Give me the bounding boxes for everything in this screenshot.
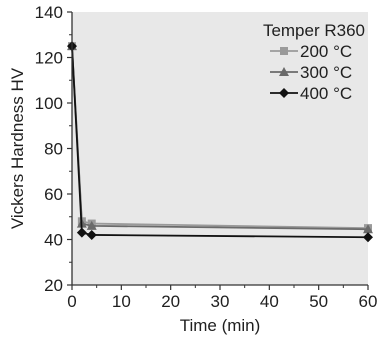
- x-tick-label: 0: [67, 292, 76, 311]
- data-point: [363, 224, 373, 234]
- data-point: [86, 229, 97, 240]
- x-tick-label: 40: [260, 292, 279, 311]
- y-tick-label: 20: [44, 276, 63, 295]
- x-tick-label: 10: [112, 292, 131, 311]
- series-3: [67, 41, 373, 243]
- y-axis-label: Vickers Hardness HV: [8, 67, 27, 229]
- legend-label: 200 °C: [300, 42, 352, 61]
- y-tick-label: 120: [35, 49, 63, 68]
- legend-label: 300 °C: [300, 63, 352, 82]
- plot-area: [72, 12, 368, 285]
- legend-entry: 400 °C: [270, 84, 352, 103]
- series-layer: [67, 41, 373, 243]
- data-point: [86, 220, 97, 230]
- axis-ticks: 20 40 60 80 100 120 140 0 10 20 30 40 50 60: [35, 3, 378, 311]
- legend-marker: [280, 47, 288, 55]
- y-tick-label: 40: [44, 231, 63, 250]
- data-point: [76, 227, 87, 238]
- legend-title: Temper R360: [263, 21, 365, 40]
- y-tick-label: 60: [44, 185, 63, 204]
- x-tick-label: 60: [359, 292, 378, 311]
- x-tick-label: 20: [161, 292, 180, 311]
- legend: Temper R360 200 °C 300 °C 400 °C: [263, 21, 365, 103]
- legend-label: 400 °C: [300, 84, 352, 103]
- y-tick-label: 80: [44, 140, 63, 159]
- y-tick-label: 140: [35, 3, 63, 22]
- x-axis-label: Time (min): [180, 316, 261, 335]
- legend-entry: 300 °C: [270, 63, 352, 82]
- legend-marker: [279, 67, 289, 76]
- x-tick-label: 50: [309, 292, 328, 311]
- data-point: [363, 232, 373, 243]
- series-line: [71, 46, 369, 239]
- x-tick-label: 30: [211, 292, 230, 311]
- legend-entry: 200 °C: [270, 42, 352, 61]
- y-tick-label: 100: [35, 94, 63, 113]
- legend-marker: [279, 88, 289, 98]
